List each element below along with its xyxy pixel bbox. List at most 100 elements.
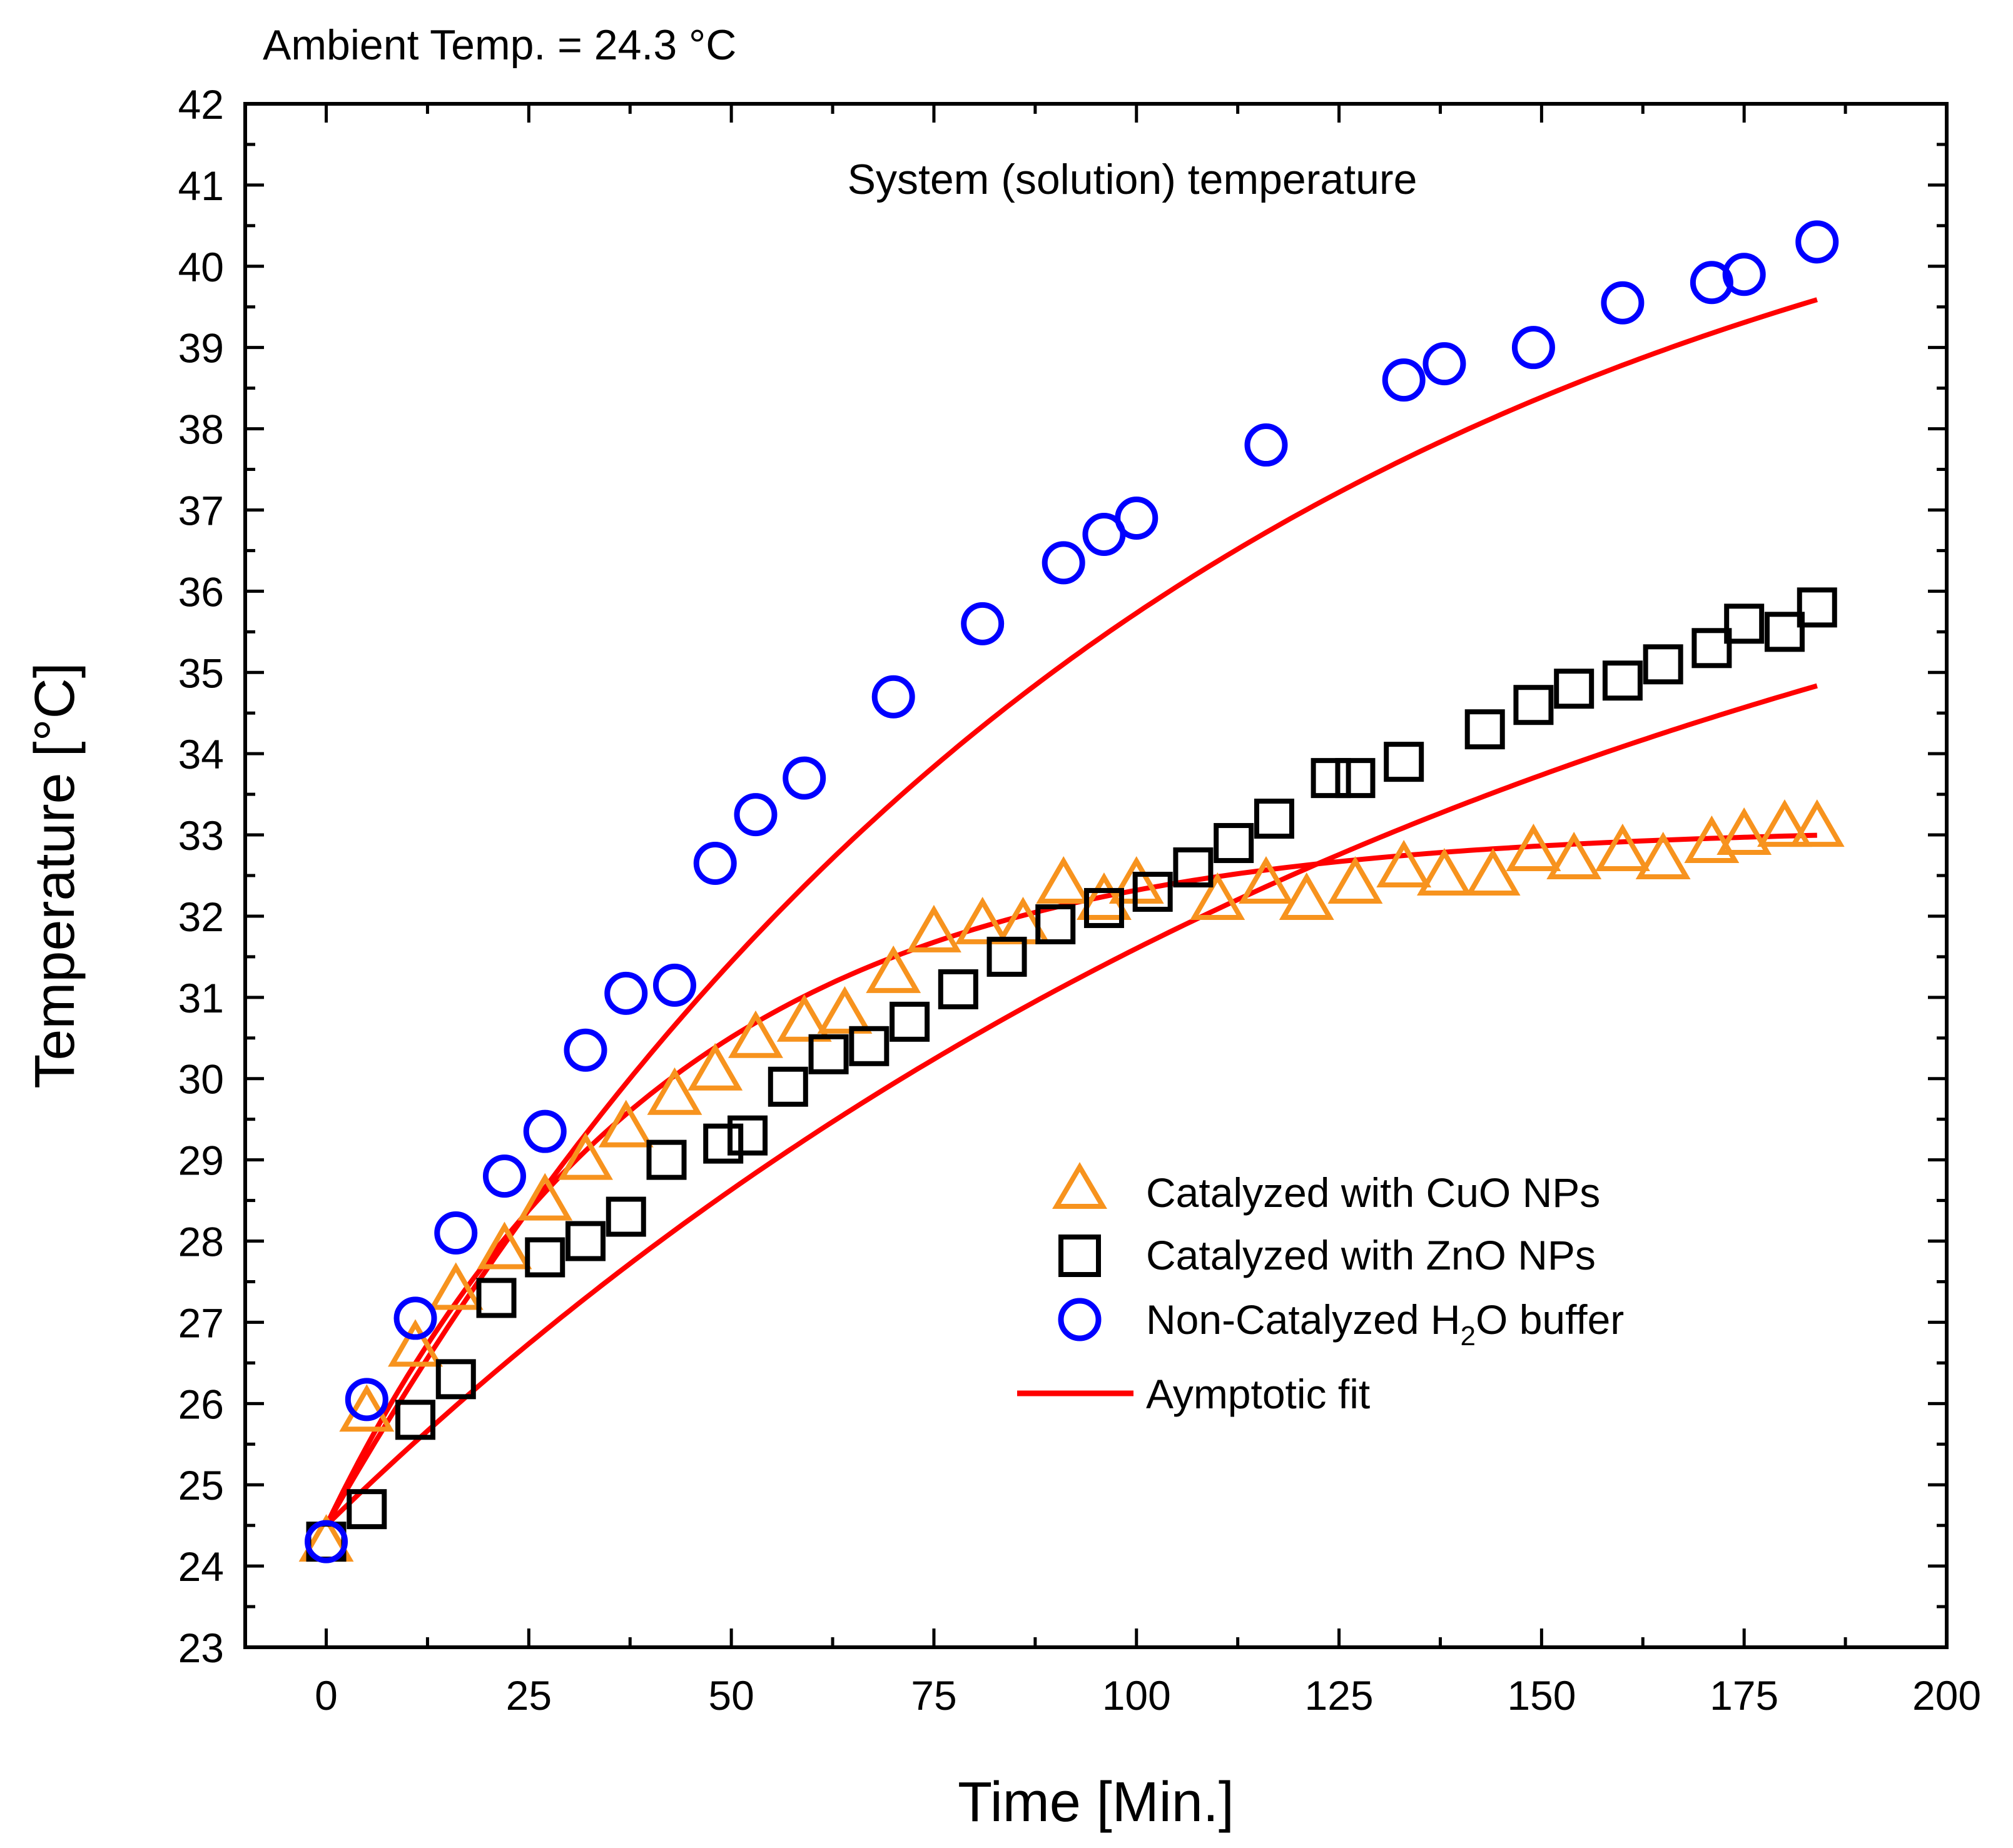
x-axis-title: Time [Min.]	[958, 1771, 1234, 1834]
zno-point	[1216, 826, 1251, 861]
h2o-point	[567, 1031, 604, 1069]
h2o-point	[607, 974, 645, 1012]
cuo-point	[1332, 861, 1378, 901]
h2o-point	[1385, 361, 1422, 399]
fit-line-zno	[327, 686, 1817, 1526]
zno-point	[1646, 647, 1681, 682]
legend-marker-triangle	[1057, 1167, 1103, 1206]
zno-point	[1386, 744, 1421, 779]
y-tick-label: 40	[178, 244, 224, 290]
x-tick-label: 50	[708, 1672, 754, 1719]
x-tick-label: 125	[1305, 1672, 1374, 1719]
h2o-point	[786, 759, 823, 797]
zno-point	[1694, 630, 1729, 665]
zno-point	[1605, 663, 1640, 698]
zno-point	[1767, 614, 1802, 649]
cuo-point	[603, 1105, 649, 1145]
h2o-point	[737, 796, 774, 834]
plot-area	[245, 104, 1947, 1647]
zno-point	[730, 1118, 765, 1153]
zno-point	[479, 1280, 514, 1315]
h2o-point	[1426, 345, 1463, 383]
legend: Catalyzed with CuO NPs Catalyzed with Zn…	[1017, 1167, 1624, 1417]
y-tick-label: 33	[178, 812, 224, 859]
zno-point	[568, 1224, 603, 1259]
y-tick-label: 23	[178, 1625, 224, 1671]
zno-point	[1337, 760, 1372, 795]
zno-point	[1556, 671, 1591, 706]
zno-point	[990, 939, 1025, 974]
zno-point	[649, 1143, 684, 1178]
zno-point	[892, 1004, 927, 1039]
cuo-point	[1794, 804, 1840, 844]
legend-label-zno: Catalyzed with ZnO NPs	[1146, 1232, 1596, 1278]
legend-label-h2o-part2: O buffer	[1476, 1296, 1624, 1343]
y-tick-label: 30	[178, 1056, 224, 1103]
y-tick-label: 27	[178, 1300, 224, 1346]
h2o-point	[656, 966, 693, 1004]
y-tick-label: 41	[178, 163, 224, 209]
zno-point	[1257, 801, 1292, 836]
h2o-point	[1118, 499, 1155, 537]
zno-point	[811, 1037, 846, 1072]
series-zno-markers	[309, 590, 1835, 1559]
plot-frame	[245, 104, 1947, 1647]
y-tick-label: 35	[178, 650, 224, 696]
legend-label-fit: Aymptotic fit	[1146, 1371, 1370, 1417]
legend-label-h2o-subscript: 2	[1461, 1321, 1476, 1351]
h2o-point	[964, 605, 1001, 642]
y-tick-label: 32	[178, 894, 224, 940]
y-tick-label: 38	[178, 406, 224, 453]
zno-point	[941, 972, 976, 1007]
x-tick-label: 0	[315, 1672, 338, 1719]
ambient-temperature-annotation: Ambient Temp. = 24.3 °C	[263, 21, 736, 69]
legend-marker-circle	[1061, 1301, 1098, 1338]
zno-point	[609, 1199, 644, 1235]
zno-point	[1314, 760, 1349, 795]
y-tick-label: 39	[178, 325, 224, 371]
y-tick-label: 42	[178, 81, 224, 128]
zno-point	[851, 1029, 886, 1064]
cuo-point	[1040, 861, 1087, 901]
h2o-point	[1045, 544, 1082, 582]
cuo-point	[1600, 829, 1646, 869]
h2o-point	[1247, 427, 1285, 464]
chart: Ambient Temp. = 24.3 °C System (solution…	[0, 0, 2013, 1848]
zno-point	[1727, 606, 1762, 641]
y-tick-label: 24	[178, 1543, 224, 1590]
y-tick-label: 29	[178, 1138, 224, 1184]
h2o-point	[1798, 223, 1836, 261]
h2o-point	[526, 1113, 564, 1150]
cuo-point	[1381, 845, 1427, 885]
x-tick-label: 150	[1507, 1672, 1576, 1719]
y-tick-label: 31	[178, 975, 224, 1021]
y-tick-label: 36	[178, 568, 224, 615]
y-tick-label: 37	[178, 487, 224, 533]
cuo-point	[1284, 877, 1330, 917]
legend-label-h2o: Non-Catalyzed H2O buffer	[1146, 1296, 1624, 1351]
zno-point	[1468, 712, 1503, 747]
series-h2o-markers	[308, 223, 1836, 1560]
cuo-point	[1470, 853, 1516, 893]
y-axis-tick-labels: 2324252627282930313233343536373839404142	[178, 81, 224, 1671]
x-tick-label: 175	[1710, 1672, 1778, 1719]
h2o-point	[485, 1158, 523, 1195]
y-tick-label: 26	[178, 1381, 224, 1427]
h2o-point	[1514, 329, 1552, 366]
h2o-point	[1604, 284, 1641, 321]
inner-title-annotation: System (solution) temperature	[848, 156, 1417, 203]
y-axis-ticks	[245, 104, 1947, 1647]
x-tick-label: 100	[1102, 1672, 1171, 1719]
cuo-point	[821, 991, 868, 1031]
zno-point	[1516, 687, 1551, 722]
y-axis-title: Temperature [°C]	[24, 662, 86, 1088]
y-tick-label: 34	[178, 731, 224, 777]
h2o-point	[397, 1300, 434, 1337]
y-tick-label: 28	[178, 1219, 224, 1265]
legend-label-h2o-part1: Non-Catalyzed H	[1146, 1296, 1461, 1343]
h2o-point	[875, 678, 912, 715]
legend-label-cuo: Catalyzed with CuO NPs	[1146, 1169, 1600, 1216]
zno-point	[771, 1069, 806, 1104]
zno-point	[527, 1240, 562, 1275]
zno-point	[1800, 590, 1835, 625]
